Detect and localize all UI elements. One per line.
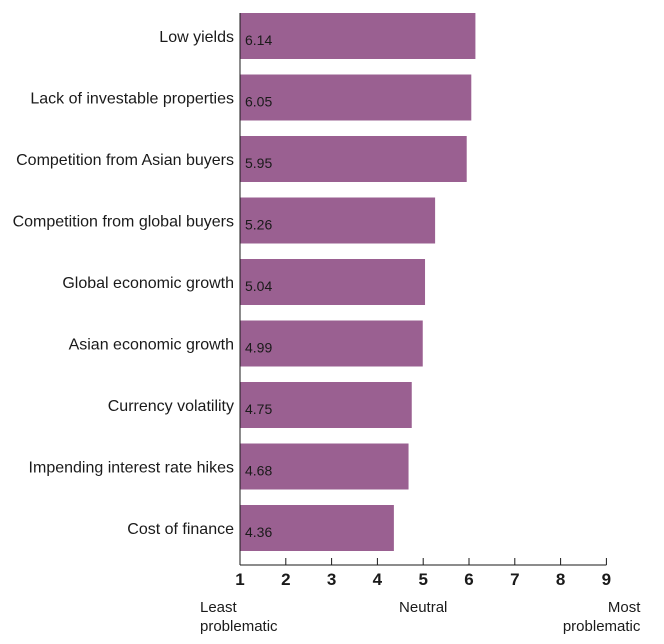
x-tick-label: 7 [510,570,519,589]
category-label: Lack of investable properties [30,91,234,108]
bar [240,382,412,428]
bar [240,136,467,182]
bar [240,74,472,121]
x-tick-label: 9 [602,570,611,589]
scale-annotation: problematic [563,618,641,635]
scale-annotation: Neutral [399,599,447,616]
bar [240,443,409,490]
x-tick-label: 8 [556,570,565,589]
category-label: Low yields [159,29,234,46]
value-label: 4.99 [245,340,272,356]
bar [240,320,423,367]
category-labels: Low yields Lack of investable properties C… [13,29,235,538]
bar [240,259,426,305]
bar [240,197,436,244]
x-tick-label: 2 [281,570,290,589]
x-tick-label: 4 [373,570,383,589]
value-label: 6.05 [245,94,272,110]
category-label: Competition from global buyers [13,214,234,231]
bar [240,505,394,551]
category-label: Competition from Asian buyers [16,152,234,169]
category-label: Asian economic growth [69,337,234,354]
category-label: Currency volatility [108,398,234,415]
scale-annotation: problematic [200,618,278,635]
value-label: 4.36 [245,524,272,540]
scale-annotations: Least problematic Neutral Most problematic [200,599,641,635]
category-label: Impending interest rate hikes [29,460,234,477]
value-label: 4.68 [245,463,272,479]
bar [240,13,476,59]
x-axis-ticks: 1 2 3 4 5 6 7 8 9 [235,558,611,589]
bars-group [240,13,476,551]
scale-annotation: Least [200,599,238,616]
x-tick-label: 1 [235,570,244,589]
x-tick-label: 6 [464,570,473,589]
scale-annotation: Most [608,599,641,616]
value-label: 5.04 [245,278,272,294]
x-tick-label: 3 [327,570,336,589]
value-label: 5.95 [245,155,272,171]
category-label: Global economic growth [62,275,234,292]
value-labels: 6.14 6.05 5.95 5.26 5.04 4.99 4.75 4.68 4.36 [245,32,272,540]
value-label: 6.14 [245,32,272,48]
value-label: 4.75 [245,401,272,417]
value-label: 5.26 [245,217,272,233]
category-label: Cost of finance [127,521,234,538]
x-tick-label: 5 [418,570,427,589]
